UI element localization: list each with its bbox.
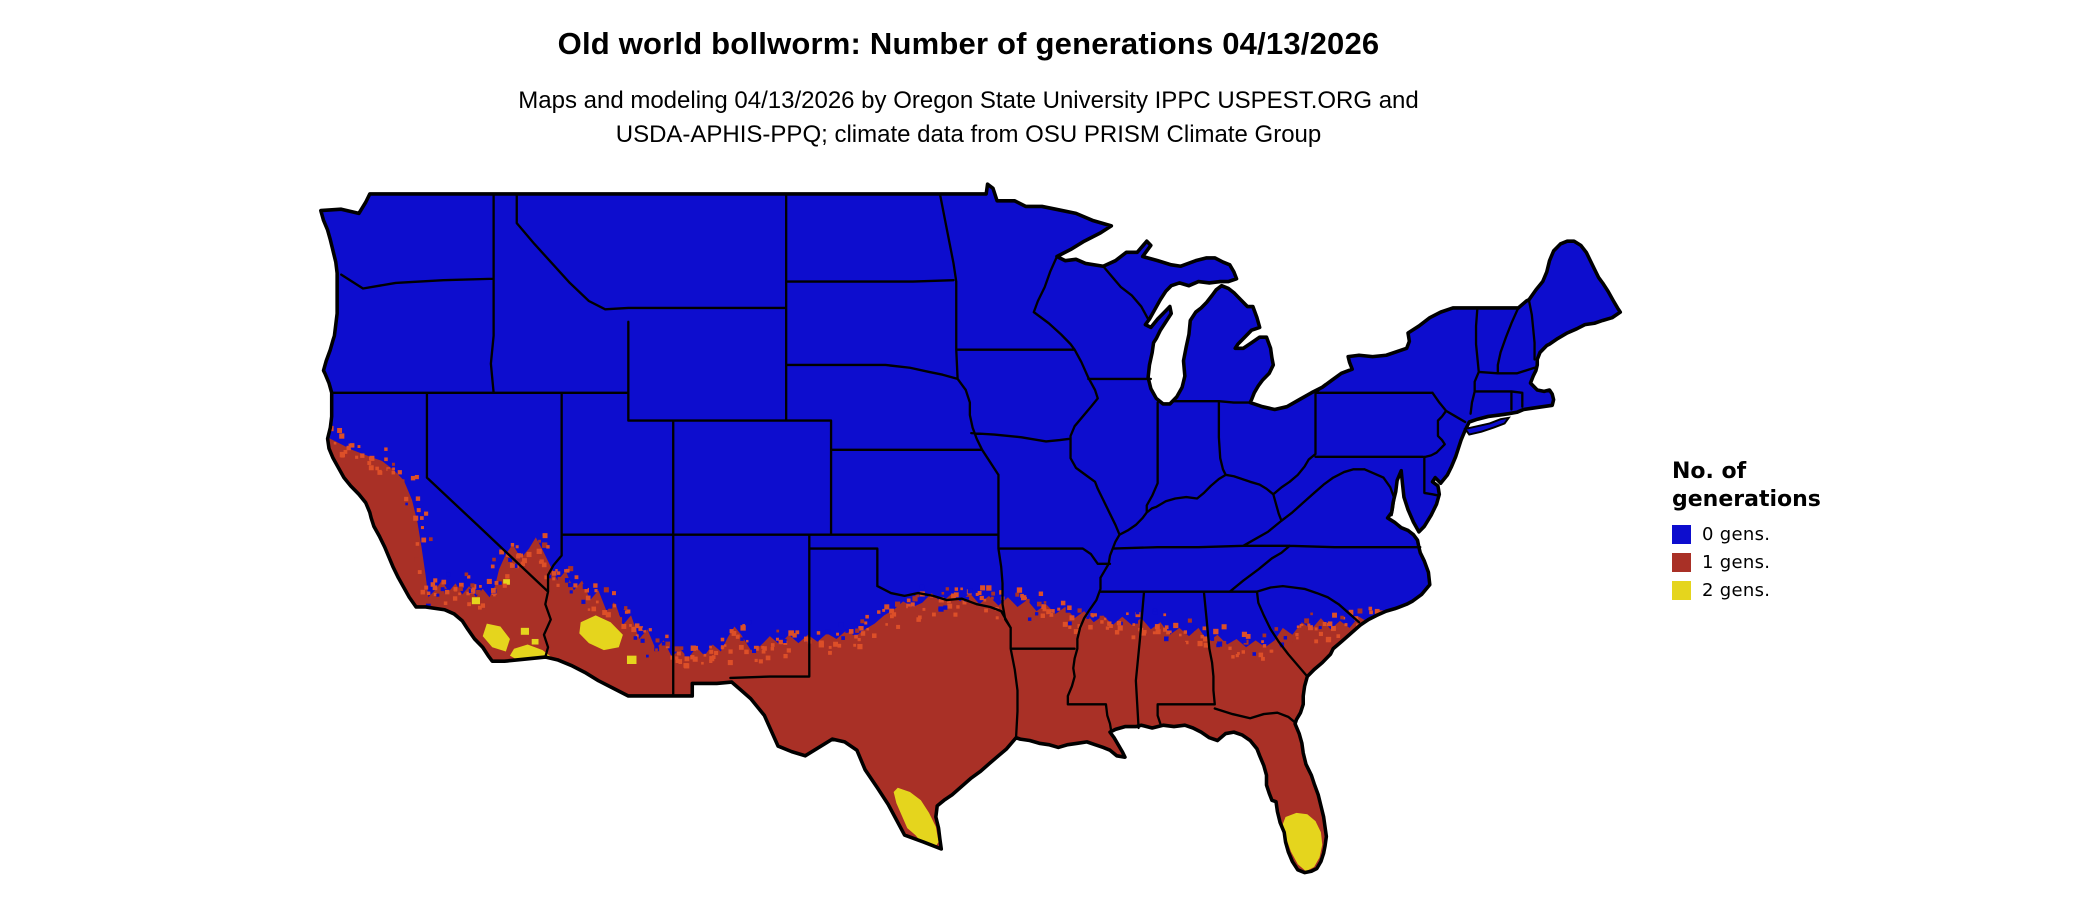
yellow-speck (471, 597, 481, 605)
yellow-speck (1296, 884, 1304, 888)
legend-title-line-2: generations (1672, 487, 1821, 512)
subtitle-line-2: USDA-APHIS-PPQ; climate data from OSU PR… (615, 121, 1322, 148)
yellow-speck (520, 627, 529, 635)
legend-label-0-gens: 0 gens. (1702, 524, 1771, 545)
legend-title: No. of generations (1672, 458, 1922, 514)
state-borders (330, 192, 1536, 738)
legend-item-2-gens: 2 gens. (1672, 580, 1922, 601)
yellow-speck (1322, 882, 1329, 886)
region-zero-generations (320, 184, 1621, 873)
yellow-speck (531, 638, 539, 645)
legend-label-1-gens: 1 gens. (1702, 552, 1771, 573)
us-generations-map (319, 182, 1623, 892)
map-subtitle: Maps and modeling 04/13/2026 by Oregon S… (264, 84, 1673, 152)
yellow-speck (1309, 888, 1317, 892)
transition-speckles (320, 425, 1430, 669)
long-island (1463, 416, 1511, 436)
subtitle-line-1: Maps and modeling 04/13/2026 by Oregon S… (518, 87, 1419, 114)
us-outline (319, 182, 1623, 875)
legend-item-1-gens: 1 gens. (1672, 552, 1922, 573)
legend-swatch-1-gens (1672, 553, 1691, 572)
yellow-speck (503, 579, 510, 585)
yellow-south-texas (893, 787, 939, 851)
map-fill-layers (320, 184, 1621, 892)
legend-title-line-1: No. of (1672, 459, 1747, 484)
yellow-speck (626, 655, 637, 664)
legend: No. of generations 0 gens. 1 gens. 2 gen… (1672, 458, 1922, 608)
legend-label-2-gens: 2 gens. (1702, 580, 1771, 601)
legend-swatch-2-gens (1672, 581, 1691, 600)
yellow-phoenix (579, 615, 623, 651)
legend-swatch-0-gens (1672, 525, 1691, 544)
map-title: Old world bollworm: Number of generation… (557, 26, 1380, 61)
yellow-imperial-valley (482, 623, 510, 652)
legend-item-0-gens: 0 gens. (1672, 524, 1922, 545)
yellow-south-florida (1282, 812, 1323, 872)
